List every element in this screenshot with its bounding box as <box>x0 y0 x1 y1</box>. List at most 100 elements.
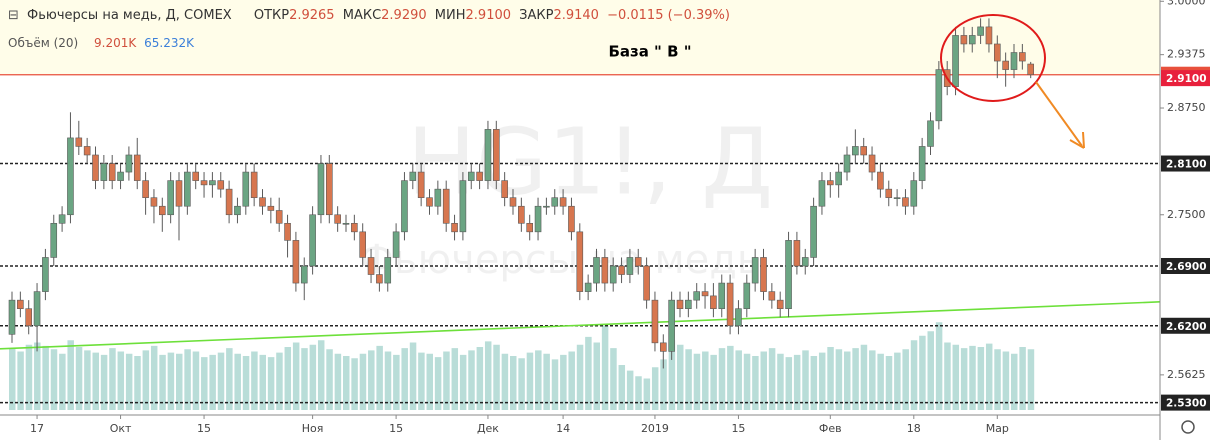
close-value: 2.9140 <box>553 8 599 23</box>
volume-bar <box>894 352 901 410</box>
candle-body <box>234 205 241 216</box>
volume-bar <box>869 350 876 410</box>
candle-body <box>659 342 667 352</box>
candle-body <box>50 222 58 258</box>
high-label: МАКС <box>342 8 382 23</box>
volume-bar <box>242 356 250 410</box>
candle-body <box>584 282 592 292</box>
candle-body <box>142 180 149 198</box>
candle-body <box>935 69 943 122</box>
candle-body <box>476 171 483 181</box>
volume-bar <box>134 356 141 410</box>
candle-body <box>367 257 375 275</box>
y-tick-label: 3.0000 <box>1167 0 1206 7</box>
volume-bar <box>409 342 417 410</box>
volume-bar <box>685 349 692 410</box>
candle-body <box>484 129 492 181</box>
candle-body <box>401 180 408 233</box>
candle-body <box>593 257 600 284</box>
candle-body <box>259 197 266 207</box>
open-value: 2.9265 <box>289 8 335 23</box>
volume-bar <box>484 341 492 410</box>
volume-bar <box>551 359 559 410</box>
candle-body <box>392 231 400 258</box>
candle-body <box>927 120 934 147</box>
volume-bar <box>651 367 659 410</box>
volume-bar <box>276 352 283 410</box>
volume-bar <box>810 356 818 410</box>
volume-bar <box>234 353 241 410</box>
volume-bar <box>468 350 475 410</box>
y-tick-label: 2.9375 <box>1167 48 1206 61</box>
candle-body <box>309 214 316 267</box>
volume-bar <box>960 348 968 410</box>
settings-icon[interactable] <box>1181 420 1195 434</box>
low-marker-label: 2.9100 <box>1166 73 1207 85</box>
candle-body <box>785 240 792 309</box>
candle-body <box>826 180 834 186</box>
candle-body <box>376 274 383 284</box>
candle-body <box>534 205 542 233</box>
level-label: 2.8100 <box>1166 159 1207 171</box>
candle-body <box>150 197 158 207</box>
candle-body <box>100 163 108 181</box>
candle-body <box>125 154 133 173</box>
volume-bar <box>451 348 459 410</box>
x-tick-label: Мар <box>986 422 1009 435</box>
volume-label: Объём (20) <box>8 36 79 50</box>
volume-bar <box>568 351 575 410</box>
volume-bar <box>677 344 684 410</box>
candle-body <box>242 171 250 207</box>
candle-body <box>200 180 208 186</box>
volume-bar <box>184 349 191 410</box>
volume-bar <box>793 354 801 410</box>
volume-bar <box>835 349 843 410</box>
volume-bar <box>802 350 809 410</box>
candle-body <box>501 180 508 198</box>
legend-volume: Объём (20) 9.201K 65.232K <box>8 36 198 50</box>
candle-body <box>526 222 534 233</box>
volume-bar <box>518 358 525 410</box>
close-label: ЗАКР <box>519 8 554 23</box>
x-tick-label: Ноя <box>302 422 324 435</box>
candle-body <box>568 205 575 233</box>
volume-bar <box>226 348 233 410</box>
volume-bar <box>259 354 266 410</box>
open-label: ОТКР <box>253 8 290 23</box>
candle-body <box>893 197 901 199</box>
volume-bar <box>885 356 893 410</box>
volume-bar <box>1002 351 1010 410</box>
level-box <box>1161 257 1210 274</box>
candle-body <box>968 35 976 45</box>
volume-bar <box>393 354 400 410</box>
candle-body <box>209 180 216 186</box>
legend-main: ⊟ Фьючерсы на медь, Д, COMEX ОТКР2.9265 … <box>8 8 734 23</box>
candle-body <box>434 188 442 207</box>
candle-body <box>559 197 567 207</box>
volume-bar <box>384 351 392 410</box>
forecast-arrowhead <box>1069 131 1085 149</box>
candle-body <box>42 257 49 292</box>
volume-bar <box>418 352 425 410</box>
volume-bar <box>317 340 325 410</box>
candle-body <box>643 265 650 301</box>
candle-body <box>768 291 776 301</box>
change-value: −0.0115 (−0.39%) <box>607 8 730 23</box>
volume-bar <box>50 349 58 410</box>
volume-bar <box>326 349 333 410</box>
candle-body <box>860 146 868 156</box>
candle-body <box>902 197 909 207</box>
volume-bar <box>100 354 108 410</box>
volume-bar <box>702 351 709 410</box>
volume-bar <box>34 342 41 410</box>
candle-body <box>25 308 33 327</box>
candle-body <box>710 295 717 309</box>
candle-body <box>1019 52 1026 62</box>
volume-bar <box>1011 353 1018 410</box>
collapse-icon[interactable]: ⊟ <box>8 8 19 23</box>
candle-body <box>977 26 984 36</box>
x-tick-label: 18 <box>907 422 921 435</box>
volume-bar <box>660 359 667 410</box>
volume-bar <box>668 340 676 410</box>
volume-bar <box>743 353 751 410</box>
